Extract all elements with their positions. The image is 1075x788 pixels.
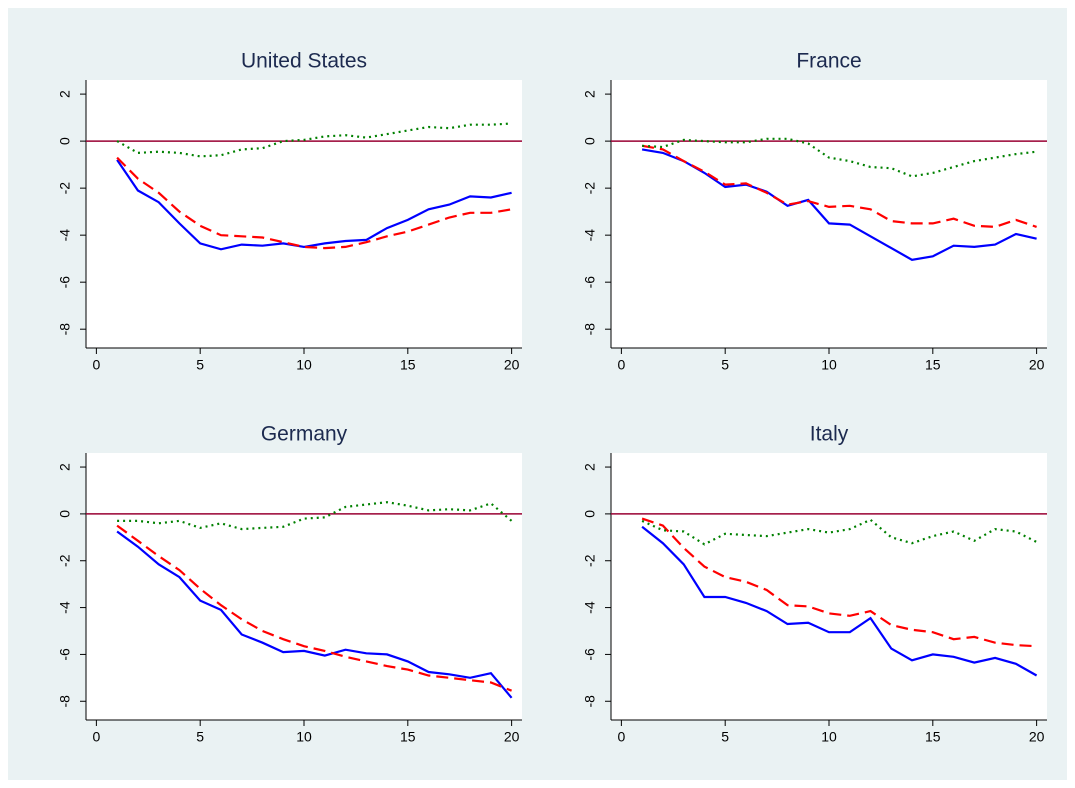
y-tick-label: -2 (582, 554, 598, 567)
y-tick-label: -6 (582, 648, 598, 661)
y-tick-label: -6 (582, 276, 598, 289)
panel-title: Italy (810, 423, 849, 446)
plot-area (611, 453, 1047, 720)
y-tick-label: -4 (57, 601, 73, 614)
series-line (641, 144, 1037, 229)
x-tick-label: 10 (821, 729, 837, 745)
series-line (641, 525, 1038, 677)
y-tick-label: -8 (582, 695, 598, 708)
y-tick-label: -8 (57, 695, 73, 708)
y-tick-label: -8 (57, 323, 73, 336)
series-line (641, 517, 1037, 648)
y-tick-label: 2 (582, 90, 598, 98)
y-tick-label: 2 (57, 463, 73, 471)
plot-area (86, 453, 522, 720)
y-tick-label: 2 (582, 463, 598, 471)
series-line (641, 148, 1037, 261)
y-tick-label: -2 (57, 554, 73, 567)
y-tick-label: -6 (57, 648, 73, 661)
panel-title: United States (241, 50, 367, 73)
x-tick-label: 15 (925, 729, 941, 745)
series-line (642, 137, 1037, 178)
series-line (116, 159, 512, 251)
x-tick-label: 0 (92, 357, 100, 373)
y-tick-label: -4 (57, 229, 73, 242)
x-tick-label: 20 (504, 357, 520, 373)
x-tick-label: 5 (196, 357, 204, 373)
series-line (116, 530, 513, 699)
y-tick-label: -2 (57, 182, 73, 195)
y-tick-label: 2 (57, 90, 73, 98)
x-tick-label: 0 (92, 729, 100, 745)
x-tick-label: 5 (721, 357, 729, 373)
y-tick-label: -2 (582, 182, 598, 195)
x-tick-label: 20 (1029, 729, 1045, 745)
x-tick-label: 10 (821, 357, 837, 373)
x-tick-label: 0 (617, 729, 625, 745)
y-tick-label: 0 (57, 137, 73, 145)
y-tick-label: 0 (582, 137, 598, 145)
series-line (116, 156, 512, 250)
y-tick-label: -8 (582, 323, 598, 336)
panel-title: Germany (261, 423, 348, 446)
panel-title: France (796, 50, 861, 73)
plot-area (86, 80, 522, 348)
y-tick-label: 0 (57, 510, 73, 518)
x-tick-label: 5 (721, 729, 729, 745)
series-line (117, 501, 513, 531)
x-tick-label: 20 (504, 729, 520, 745)
y-tick-label: -6 (57, 276, 73, 289)
y-tick-label: 0 (582, 510, 598, 518)
x-tick-label: 5 (196, 729, 204, 745)
x-tick-label: 15 (925, 357, 941, 373)
x-tick-label: 0 (617, 357, 625, 373)
y-tick-label: -4 (582, 229, 598, 242)
x-tick-label: 15 (400, 357, 416, 373)
plot-area (611, 80, 1047, 348)
x-tick-label: 10 (296, 357, 312, 373)
x-tick-label: 10 (296, 729, 312, 745)
x-tick-label: 15 (400, 729, 416, 745)
series-line (116, 524, 513, 692)
x-tick-label: 20 (1029, 357, 1045, 373)
y-tick-label: -4 (582, 601, 598, 614)
